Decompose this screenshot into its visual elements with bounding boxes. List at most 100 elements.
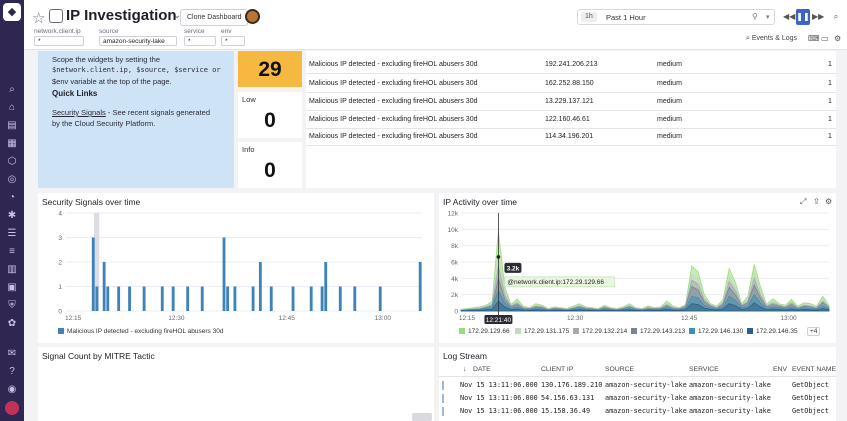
settings-gear-icon[interactable]: ⚙	[825, 197, 833, 206]
filter-service[interactable]: service *	[184, 28, 216, 46]
severity-info-card[interactable]: Info 0	[238, 142, 302, 188]
legend-item[interactable]: 172.29.143.213	[631, 328, 685, 335]
legend-item[interactable]: 172.29.146.35	[747, 328, 798, 335]
y-tick-label: 2k	[451, 292, 459, 299]
column-header[interactable]: ENV	[773, 366, 787, 373]
forward-icon[interactable]: ▶▶	[812, 12, 825, 21]
team-icon[interactable]: ◉	[7, 384, 17, 395]
apm-icon[interactable]: ◎	[7, 174, 17, 185]
filter-network-client-ip[interactable]: network.client.ip *	[34, 28, 84, 46]
filter-value[interactable]: amazon-security-lake	[99, 36, 177, 46]
export-icon[interactable]: ⇪	[813, 197, 820, 206]
keyboard-icon[interactable]: ⌨	[808, 34, 820, 43]
filter-value[interactable]: *	[34, 36, 84, 46]
table-row[interactable]: Malicious IP detected - excluding fireHO…	[306, 93, 836, 111]
sort-arrow-icon[interactable]: ↓	[463, 366, 467, 373]
log-row[interactable]: Nov 15 13:11:06.000 130.176.189.210 amaz…	[439, 379, 841, 392]
tooltip-value-box	[504, 262, 522, 273]
events-logs-toggle[interactable]: ⌕ Events & Logs	[746, 35, 798, 42]
dashboard-title[interactable]: IP Investigation	[66, 7, 177, 24]
settings-gear-icon[interactable]: ⚙	[834, 34, 842, 43]
clone-dashboard-button[interactable]: Clone Dashboard	[180, 9, 249, 26]
severity-low-card[interactable]: Low 0	[238, 92, 302, 138]
metrics-icon[interactable]: ▣	[7, 282, 17, 293]
table-row[interactable]: Malicious IP detected - excluding fireHO…	[306, 111, 836, 129]
severity-medium-card[interactable]: 29	[238, 51, 302, 87]
security-signals-link[interactable]: Security Signals	[52, 108, 106, 117]
widget-title: Signal Count by MITRE Tactic	[42, 351, 155, 361]
column-header[interactable]: SOURCE	[605, 366, 635, 373]
notebooks-icon[interactable]: ☰	[7, 228, 17, 239]
log-source: amazon-security-lake	[605, 394, 687, 402]
user-avatar[interactable]	[5, 401, 19, 415]
log-stream-widget: Log Stream ↓ DATE CLIENT IP SOURCE SERVI…	[439, 347, 836, 421]
rule-name: Malicious IP detected - excluding fireHO…	[309, 80, 478, 87]
chat-icon[interactable]: ✉	[7, 348, 17, 359]
pause-button[interactable]: ❚❚	[796, 9, 810, 25]
filter-value[interactable]: *	[184, 36, 216, 46]
dashboards-icon[interactable]: ▦	[7, 138, 17, 149]
legend-item[interactable]: 172.29.132.214	[573, 328, 627, 335]
column-header[interactable]: SERVICE	[689, 366, 719, 373]
inbox-icon[interactable]: ▤	[7, 120, 17, 131]
security-icon[interactable]: ⛨	[8, 300, 16, 311]
table-row[interactable]: Malicious IP detected - excluding fireHO…	[306, 75, 836, 93]
count-cell: 1	[828, 61, 832, 68]
filter-label: source	[99, 28, 119, 35]
settings-icon[interactable]: ✿	[7, 318, 17, 329]
bar	[251, 286, 255, 311]
rule-name: Malicious IP detected - excluding fireHO…	[309, 116, 478, 123]
info-label: Info	[242, 145, 255, 154]
log-row[interactable]: Nov 15 13:11:06.000 54.156.63.131 amazon…	[439, 392, 841, 405]
scroll-handle[interactable]	[412, 413, 432, 421]
rewind-icon[interactable]: ◀◀	[783, 12, 796, 21]
column-header[interactable]: CLIENT IP	[541, 366, 574, 373]
search-icon[interactable]: ⌕	[833, 12, 839, 21]
filter-source[interactable]: source amazon-security-lake	[99, 28, 177, 46]
search-icon[interactable]: ⌕	[9, 84, 15, 95]
legend-swatch	[459, 328, 465, 334]
infrastructure-icon[interactable]: ⬡	[7, 156, 17, 167]
x-tick-label: 12:15	[65, 315, 82, 322]
favorite-star-icon[interactable]: ☆	[32, 10, 46, 27]
time-picker[interactable]: 1h Past 1 Hour ⚲ ▾	[577, 9, 775, 25]
legend-item[interactable]: Malicious IP detected - excluding fireHO…	[58, 328, 223, 335]
status-bar	[442, 394, 444, 403]
log-row[interactable]: Nov 15 13:11:06.000 15.158.36.49 amazon-…	[439, 405, 841, 418]
events-logs-label: Events & Logs	[751, 35, 798, 42]
legend-label: 172.29.143.213	[640, 328, 686, 335]
help-icon[interactable]: ?	[9, 366, 15, 377]
status-bar	[442, 381, 444, 390]
expand-icon[interactable]: ⤢	[800, 197, 807, 206]
x-tick-label: 12:45	[681, 315, 698, 322]
chevron-down-icon[interactable]: ⌄	[173, 10, 182, 21]
monitors-icon[interactable]: ◔	[8, 192, 16, 203]
legend-item[interactable]: 172.29.129.66	[459, 328, 510, 335]
tv-mode-icon[interactable]: ▭	[821, 34, 829, 43]
datadog-logo-icon[interactable]: ◆	[3, 3, 21, 21]
legend-more-button[interactable]: +4	[807, 327, 821, 336]
bar	[106, 286, 110, 311]
column-header[interactable]: DATE	[473, 366, 491, 373]
database-icon[interactable]: ▥	[7, 264, 17, 275]
ip-cell: 162.252.88.150	[545, 80, 594, 87]
legend-swatch	[689, 328, 695, 334]
chevron-down-icon[interactable]: ▾	[766, 14, 770, 21]
intro-text: $network.client.ip, $source, $service or	[52, 66, 221, 74]
table-row[interactable]: Malicious IP detected - excluding fireHO…	[306, 56, 836, 74]
pin-icon[interactable]: ⚲	[752, 12, 758, 21]
column-header[interactable]: EVENT NAME	[792, 366, 837, 373]
filter-value[interactable]: *	[221, 36, 245, 46]
table-row[interactable]: Malicious IP detected - excluding fireHO…	[306, 128, 836, 146]
bar	[128, 286, 131, 311]
filter-env[interactable]: env *	[221, 28, 245, 46]
logs-icon[interactable]: ≡	[9, 246, 15, 257]
integrations-icon[interactable]: ✱	[7, 210, 17, 221]
dog-avatar-icon[interactable]	[245, 9, 260, 24]
ip-cell: 192.241.206.213	[545, 61, 598, 68]
home-icon[interactable]: ⌂	[8, 102, 16, 113]
log-service: amazon-security-lake	[689, 394, 771, 402]
legend-item[interactable]: 172.29.146.130	[689, 328, 743, 335]
legend-item[interactable]: 172.29.131.175	[515, 328, 569, 335]
bar	[200, 286, 204, 311]
